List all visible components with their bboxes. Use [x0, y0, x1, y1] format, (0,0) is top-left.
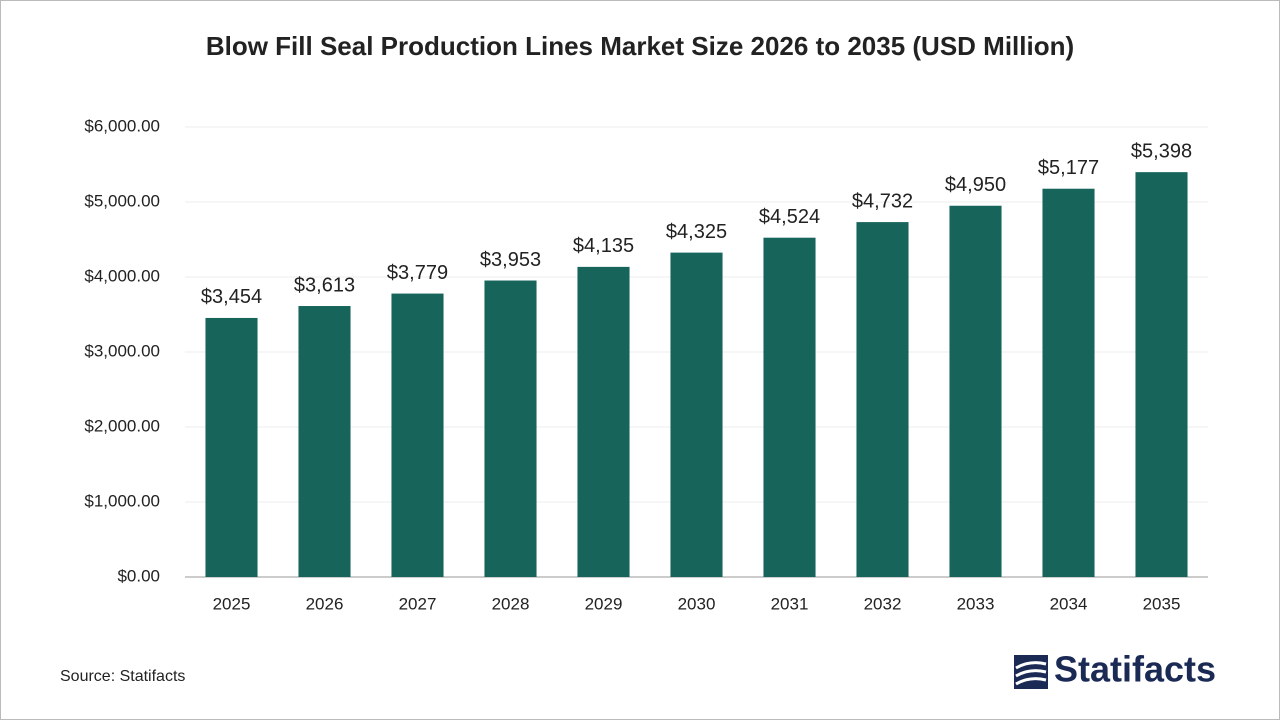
y-tick-label: $2,000.00: [84, 416, 160, 435]
y-tick-label: $6,000.00: [84, 116, 160, 135]
value-label: $5,398: [1131, 140, 1192, 162]
x-tick-label: 2025: [213, 594, 251, 613]
x-tick-label: 2030: [678, 594, 716, 613]
bar: [763, 237, 816, 577]
bar: [949, 205, 1002, 577]
bar: [1042, 188, 1095, 577]
x-tick-label: 2035: [1143, 594, 1181, 613]
value-label: $4,524: [759, 206, 820, 228]
value-label: $4,325: [666, 221, 727, 243]
y-tick-label: $4,000.00: [84, 266, 160, 285]
value-label: $5,177: [1038, 157, 1099, 179]
x-tick-label: 2029: [585, 594, 623, 613]
bar: [577, 266, 630, 577]
value-label: $3,613: [294, 274, 355, 296]
bar: [484, 280, 537, 577]
bar: [205, 317, 258, 577]
x-tick-label: 2033: [957, 594, 995, 613]
logo-text: Statifacts: [1054, 649, 1216, 690]
value-label: $4,732: [852, 190, 913, 212]
bar: [391, 293, 444, 577]
y-tick-label: $3,000.00: [84, 341, 160, 360]
value-label: $4,135: [573, 235, 634, 257]
logo-icon: [1014, 655, 1048, 689]
bar: [298, 306, 351, 577]
x-tick-label: 2026: [306, 594, 344, 613]
y-tick-label: $0.00: [117, 566, 160, 585]
x-tick-label: 2028: [492, 594, 530, 613]
value-label: $3,779: [387, 262, 448, 284]
x-tick-label: 2031: [771, 594, 809, 613]
chart-title: Blow Fill Seal Production Lines Market S…: [206, 31, 1074, 61]
y-tick-label: $1,000.00: [84, 491, 160, 510]
x-tick-label: 2034: [1050, 594, 1088, 613]
value-label: $3,953: [480, 249, 541, 271]
source-note: Source: Statifacts: [60, 668, 185, 685]
y-tick-label: $5,000.00: [84, 191, 160, 210]
x-tick-label: 2027: [399, 594, 437, 613]
value-label: $4,950: [945, 174, 1006, 196]
bar: [670, 252, 723, 577]
bar: [856, 222, 909, 577]
bar: [1135, 172, 1188, 577]
x-tick-label: 2032: [864, 594, 902, 613]
value-label: $3,454: [201, 286, 262, 308]
